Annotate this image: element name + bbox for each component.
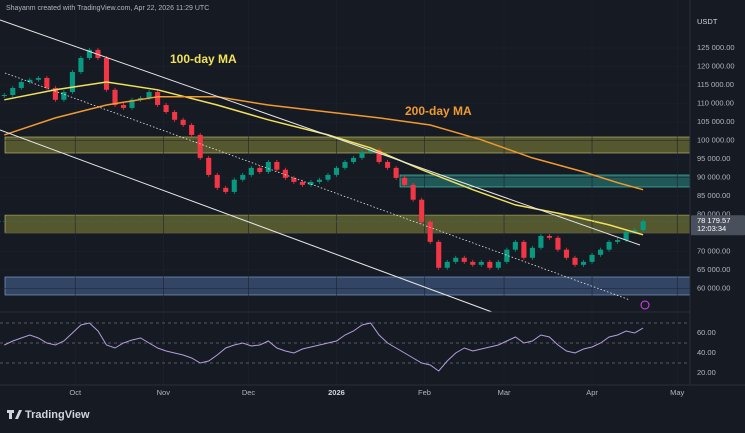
x-tick-label: Nov [157, 388, 171, 397]
rsi-tick-label: 40.00 [697, 348, 716, 357]
logo: TradingView [7, 409, 90, 421]
logo-mark [15, 410, 22, 419]
last-price-label: 78 179.57 [697, 216, 730, 225]
y-tick-label: 110 000.00 [697, 98, 734, 107]
x-tick-label: Oct [69, 388, 82, 397]
countdown: 12:03:34 [697, 224, 726, 233]
x-tick-label: Apr [586, 388, 598, 397]
y-tick-label: 60 000.00 [697, 283, 730, 292]
y-tick-label: 65 000.00 [697, 265, 730, 274]
logo-mark [7, 410, 14, 413]
rsi-pane [4, 322, 644, 372]
y-tick-label: 85 000.00 [697, 191, 730, 200]
y-tick-label: 105 000.00 [697, 117, 735, 126]
brand: TradingView [25, 409, 90, 421]
channel-upper [0, 19, 641, 246]
x-tick-label: May [670, 388, 684, 397]
price-pane: 100-day MA 200-day MA [0, 0, 690, 385]
x-tick-label: Dec [242, 388, 256, 397]
alert-icon[interactable] [640, 300, 650, 310]
demand-zone [4, 276, 691, 296]
x-tick-label: Feb [418, 388, 431, 397]
ma-label: 200-day MA [405, 104, 472, 118]
axes: 125 000.00 120 000.00 115 000.00 110 000.00… [69, 43, 745, 397]
resistance-zone [4, 136, 691, 154]
x-tick-label: Mar [498, 388, 511, 397]
last-price-box [691, 215, 745, 236]
currency: USDT [697, 17, 718, 26]
x-tick-label: 2026 [328, 388, 345, 397]
y-tick-label: 120 000.00 [697, 61, 735, 70]
y-tick-label: 100 000.00 [697, 135, 735, 144]
fvg-zone [399, 174, 691, 188]
channel-mid [4, 72, 631, 301]
attribution: Shayanm created with TradingView.com, Ap… [6, 5, 209, 12]
ma-line [4, 96, 644, 191]
rsi-line [4, 322, 644, 372]
channel-lower [0, 129, 493, 313]
logo-mark [9, 413, 12, 419]
y-tick-label: 90 000.00 [697, 172, 730, 181]
y-tick-label: 80 000.00 [697, 209, 730, 218]
y-tick-label: 70 000.00 [697, 246, 730, 255]
rsi-tick-label: 20.00 [697, 368, 716, 377]
y-tick-label: 125 000.00 [697, 43, 735, 52]
y-tick-label: 95 000.00 [697, 154, 730, 163]
ma-line [4, 81, 644, 236]
support-zone [4, 214, 691, 234]
rsi-levels [0, 322, 690, 364]
y-tick-label: 115 000.00 [697, 80, 734, 89]
ma-label: 100-day MA [170, 52, 237, 66]
channel [0, 19, 650, 313]
rsi-tick-label: 60.00 [697, 328, 716, 337]
